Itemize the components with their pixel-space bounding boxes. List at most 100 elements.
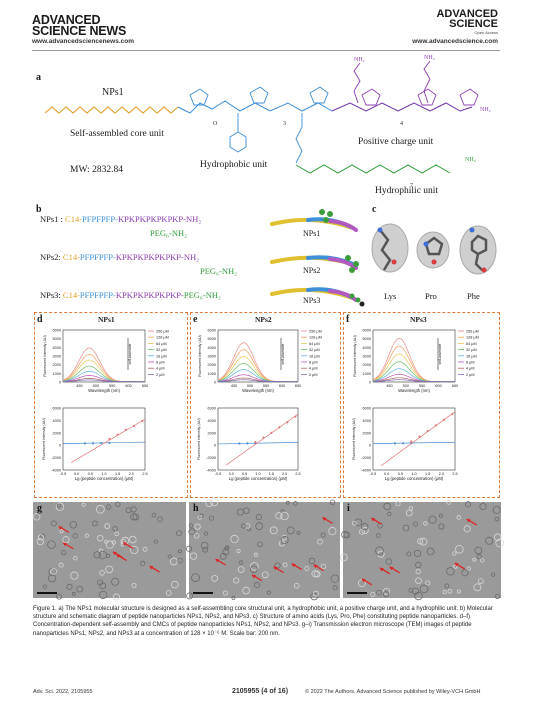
kp-segment: KPKPKPKPKPKP- [115, 252, 184, 262]
nanoparticle [130, 545, 139, 555]
scale-bar [193, 592, 213, 594]
x-tick-label: 450 [386, 384, 392, 388]
nanoparticle [255, 522, 264, 530]
footer-page: 2105955 (4 of 16) [232, 688, 289, 695]
data-point [451, 413, 454, 416]
molecule-name: NPs1 [102, 87, 124, 98]
nanoparticle [479, 558, 485, 563]
legend-label: 2 μM [156, 373, 165, 377]
nanoparticle [242, 586, 250, 595]
nanoparticle [361, 523, 369, 531]
nanoparticle [479, 502, 487, 511]
nanoparticle [456, 589, 461, 594]
red-arrow-head [58, 526, 63, 530]
nanoparticle [140, 560, 146, 566]
nanoparticle [419, 537, 428, 546]
nanoparticle [71, 591, 76, 596]
x-axis-label: Wavelength (nm) [398, 388, 430, 393]
data-point [393, 442, 396, 445]
nanoparticle [33, 513, 41, 521]
y-axis-label: Fluorescent Intensity (AU) [197, 418, 201, 460]
nanoparticle [93, 551, 101, 559]
np-schematic-3 [270, 287, 365, 307]
proline-ring [459, 88, 479, 106]
y-tick-label: 0 [59, 444, 61, 448]
nanoparticle [237, 566, 245, 573]
y-tick-label: 1000 [208, 372, 216, 376]
nanoparticle [55, 502, 65, 512]
data-point [434, 424, 437, 427]
svg-text:7: 7 [410, 183, 413, 189]
y-tick-label: 6000 [208, 329, 216, 333]
nanoparticle [492, 505, 501, 514]
x-tick-label: -0.5 [370, 472, 377, 476]
svg-text:3: 3 [283, 121, 286, 127]
spectrum-plot-NPs2: 0 1000 2000 3000 4000 5000 6000 450 500 550 600 650… [198, 329, 322, 394]
x-tick-label: 500 [93, 384, 99, 388]
x-tick-label: 1.5 [115, 472, 120, 476]
nanoparticle [129, 535, 137, 544]
np-schematic-2 [270, 255, 359, 273]
nanoparticle [293, 582, 300, 589]
nanoparticle [453, 564, 458, 569]
legend-label: 16 μM [309, 354, 320, 358]
nanoparticle [286, 526, 295, 535]
tem-particles-1 [185, 498, 340, 601]
nanoparticle [130, 513, 138, 521]
chart-panel-d [34, 312, 188, 498]
nanoparticle [317, 538, 323, 545]
data-point [91, 442, 95, 445]
kp-segment: KPKPKPKPKPKP- [115, 290, 184, 300]
data-point [270, 431, 273, 434]
nanoparticle [361, 527, 369, 535]
nanoparticle [406, 551, 412, 557]
red-arrow-head [361, 578, 366, 583]
nanoparticle [255, 513, 262, 521]
nanoparticle [472, 557, 477, 562]
x-tick-label: 0.5 [398, 472, 403, 476]
fit-line [71, 418, 146, 463]
nanoparticle [280, 511, 289, 521]
cmc-plot-NPs3: -4000 -2000 0 2000 4000 6000 -0.5 0.0 0.5 1.0 1.5 2… [352, 407, 458, 482]
spectrum-plot-NPs3: 0 1000 2000 3000 4000 5000 6000 450 500 550 600 650… [353, 329, 479, 394]
y-tick-label: 3000 [208, 355, 216, 359]
x-tick-label: 600 [279, 384, 285, 388]
data-point [254, 441, 257, 444]
x-tick-label: 650 [295, 384, 301, 388]
x-tick-label: 450 [76, 384, 82, 388]
nanoparticle [382, 591, 389, 598]
nanoparticle [293, 501, 298, 506]
legend-label: 16 μM [466, 354, 477, 358]
url-left[interactable]: www.advancedsciencenews.com [32, 38, 134, 45]
row-name: NPs1 : [40, 214, 66, 224]
pf-segment: PFPFPFP- [82, 214, 118, 224]
c14-segment: C14- [62, 252, 80, 262]
nanoparticle [405, 509, 413, 517]
nanoparticle [330, 574, 340, 583]
spectrum-line [372, 379, 455, 383]
nanoparticle-schematics [270, 209, 365, 307]
nanoparticle [98, 548, 103, 553]
data-point [418, 435, 421, 438]
nanoparticle [70, 571, 79, 580]
y-tick-label: -2000 [51, 456, 61, 460]
x-tick-label: 1.5 [269, 472, 274, 476]
nanoparticle [191, 573, 200, 582]
nanoparticle [455, 544, 464, 554]
proline-ring [189, 88, 209, 106]
red-arrow-head [466, 519, 471, 523]
nanoparticle [485, 536, 494, 545]
url-right[interactable]: www.advancedscience.com [412, 38, 498, 45]
panel-e-label: e [193, 314, 198, 325]
journal-name-right-2: SCIENCE [449, 18, 498, 30]
y-tick-label: -4000 [361, 469, 371, 473]
nanoparticle [494, 516, 500, 522]
plot-frame [62, 407, 146, 471]
annotation-text: self-assemble [438, 343, 442, 364]
nanoparticle [105, 504, 112, 510]
nanoparticle [114, 531, 119, 537]
spectrum-plot-NPs1: 0 1000 2000 3000 4000 5000 6000 450 500 550 600 650… [43, 329, 169, 394]
nanoparticle [311, 570, 319, 578]
y-tick-label: 1000 [363, 372, 371, 376]
nanoparticle [354, 518, 363, 527]
